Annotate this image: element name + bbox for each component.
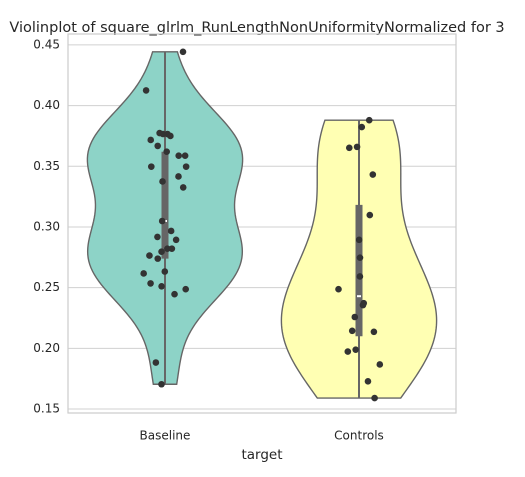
- data-point: [175, 173, 182, 180]
- data-point: [370, 328, 378, 336]
- data-point: [167, 227, 175, 235]
- data-point: [179, 184, 187, 191]
- data-point: [181, 152, 189, 160]
- x-tick-label: Baseline: [140, 429, 191, 443]
- data-point: [159, 178, 166, 185]
- y-tick-label: 0.30: [33, 219, 60, 233]
- y-tick-label: 0.40: [33, 98, 60, 112]
- data-point: [140, 270, 147, 277]
- data-point: [154, 255, 162, 262]
- data-point: [147, 280, 154, 287]
- y-tick-label: 0.15: [33, 401, 60, 415]
- data-point: [356, 273, 364, 280]
- data-point: [365, 116, 373, 124]
- data-point: [161, 268, 169, 275]
- data-point: [345, 144, 353, 152]
- chart-title: Violinplot of square_glrlm_RunLengthNonU…: [9, 20, 504, 36]
- data-point: [158, 217, 166, 225]
- data-point: [168, 245, 176, 252]
- y-tick-label: 0.45: [33, 37, 60, 51]
- data-point: [369, 171, 377, 178]
- data-point: [154, 142, 162, 150]
- data-point: [146, 252, 153, 259]
- data-point: [175, 152, 183, 160]
- data-point: [172, 236, 180, 244]
- data-point: [353, 143, 361, 151]
- data-point: [147, 136, 155, 144]
- data-point: [159, 130, 167, 138]
- data-point: [142, 87, 150, 94]
- data-point: [348, 327, 356, 335]
- data-point: [355, 236, 363, 244]
- data-point: [344, 348, 352, 355]
- data-point: [182, 285, 190, 293]
- data-point: [163, 148, 170, 156]
- data-point: [158, 380, 165, 388]
- data-point: [171, 290, 178, 298]
- y-tick-label: 0.25: [33, 280, 60, 294]
- data-point: [179, 48, 187, 56]
- data-point: [335, 285, 342, 293]
- data-point: [182, 163, 190, 170]
- x-tick-label: Controls: [334, 429, 384, 443]
- data-point: [371, 394, 378, 402]
- data-point: [360, 299, 368, 307]
- data-point: [356, 254, 364, 261]
- data-point: [167, 132, 174, 140]
- data-point: [358, 123, 366, 131]
- y-tick-label: 0.20: [33, 341, 60, 355]
- data-point: [364, 378, 372, 385]
- data-point: [152, 359, 160, 366]
- data-point: [158, 283, 165, 290]
- data-point: [158, 248, 165, 256]
- data-point: [352, 346, 359, 353]
- data-point: [351, 313, 359, 321]
- x-axis-label: target: [241, 447, 282, 463]
- plot-frame: [67, 33, 457, 414]
- data-point: [154, 233, 161, 241]
- data-point: [366, 211, 374, 219]
- data-point: [148, 163, 155, 170]
- data-point: [376, 361, 384, 368]
- y-tick-label: 0.35: [33, 159, 60, 173]
